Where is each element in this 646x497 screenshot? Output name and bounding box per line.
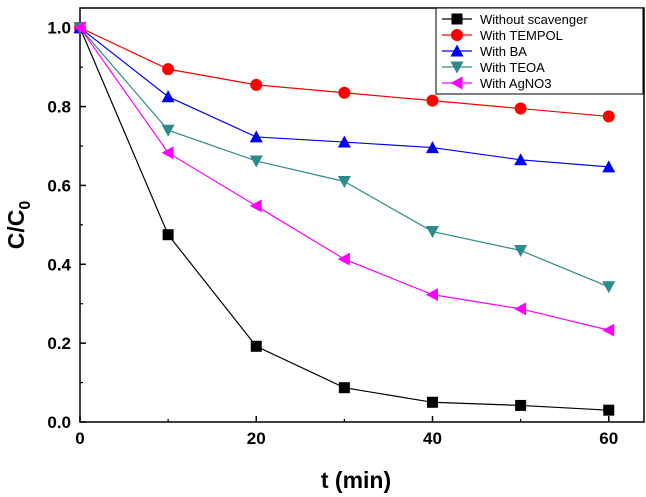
y-axis-title-main: C/C [3, 210, 29, 250]
data-point [426, 288, 438, 302]
y-axis-title-subscript: 0 [17, 201, 34, 210]
data-point [337, 135, 351, 148]
x-tick-label: 0 [75, 429, 84, 448]
y-tick-label: 0.4 [47, 255, 71, 274]
data-point [337, 175, 351, 188]
data-point [602, 110, 615, 123]
axis-ticks: 0 20 40 60 0.0 0.2 0.4 0.6 0.8 1.0 [47, 19, 618, 448]
data-point [161, 90, 175, 103]
data-point [337, 252, 350, 266]
data-point [250, 78, 263, 91]
data-point [426, 141, 439, 154]
data-point [514, 153, 528, 166]
series-markers [73, 21, 616, 416]
plot-border [79, 7, 645, 423]
x-tick-label: 20 [247, 429, 266, 448]
x-axis-title: t (min) [321, 467, 391, 493]
y-tick-label: 0.0 [47, 413, 71, 432]
data-point [73, 21, 86, 35]
legend-label: Without scavenger [480, 12, 588, 27]
data-point [514, 302, 527, 316]
legend-label: With TEOA [480, 60, 545, 75]
data-point [162, 229, 174, 241]
y-tick-label: 0.2 [47, 334, 71, 353]
legend-label: With TEMPOL [480, 28, 563, 43]
y-tick-label: 0.6 [47, 176, 71, 195]
data-point [161, 146, 174, 160]
data-point [249, 155, 263, 168]
data-point [427, 396, 438, 408]
legend-label: With BA [480, 44, 527, 59]
data-point [602, 160, 616, 173]
legend-marker [451, 13, 463, 25]
data-point [250, 340, 262, 352]
legend-label: With AgNO3 [480, 76, 552, 91]
data-point [161, 124, 175, 137]
data-point [603, 404, 615, 416]
data-point [162, 63, 175, 76]
legend-marker [450, 44, 464, 57]
y-tick-label: 0.8 [47, 98, 71, 117]
plot-frame [79, 7, 645, 423]
data-point [338, 382, 350, 394]
data-point [515, 399, 527, 411]
data-point [249, 130, 263, 143]
y-axis-title: C/C0 [3, 201, 34, 250]
x-tick-label: 60 [599, 429, 618, 448]
x-tick-label: 40 [423, 429, 442, 448]
data-point [602, 323, 615, 337]
data-point [514, 102, 527, 115]
data-point [426, 94, 439, 107]
legend-marker [451, 29, 463, 41]
legend-marker [450, 76, 463, 90]
data-point [426, 226, 439, 239]
data-point [602, 281, 616, 294]
legend-marker [450, 61, 464, 74]
data-point [514, 244, 528, 257]
y-tick-label: 1.0 [47, 19, 71, 38]
data-point [338, 86, 351, 99]
data-point [249, 199, 262, 213]
